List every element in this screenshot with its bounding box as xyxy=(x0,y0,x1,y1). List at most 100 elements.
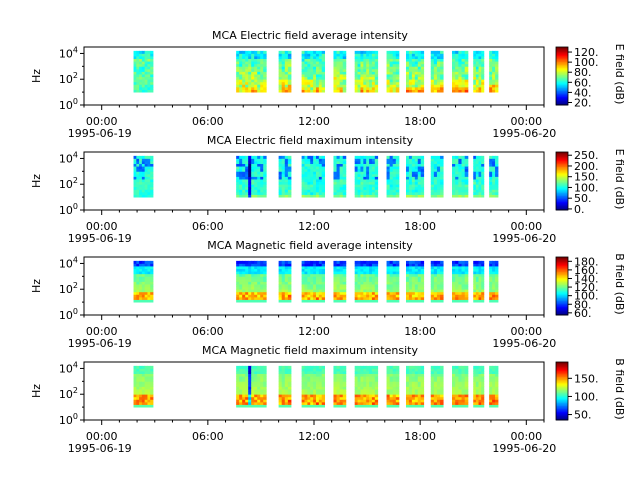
heatmap-cell xyxy=(301,61,305,65)
heatmap-cell xyxy=(254,404,258,408)
heatmap-cell xyxy=(245,56,249,59)
heatmap-cell xyxy=(357,155,361,159)
heatmap-cell xyxy=(374,378,379,382)
heatmap-cell xyxy=(263,383,267,387)
heatmap-cell xyxy=(406,171,410,175)
heatmap-cell xyxy=(139,371,143,374)
heatmap-cell xyxy=(248,284,252,288)
heatmap-cell xyxy=(392,173,397,177)
heatmap-cell xyxy=(455,263,459,267)
heatmap-cell xyxy=(360,386,364,390)
heatmap-cell xyxy=(257,184,261,188)
heatmap-cell xyxy=(248,176,252,180)
heatmap-cell xyxy=(248,299,252,303)
heatmap-cell xyxy=(455,383,459,387)
heatmap-cell xyxy=(304,189,308,193)
heatmap-cell xyxy=(363,89,367,93)
heatmap-cell xyxy=(371,394,376,398)
heatmap-cell xyxy=(374,68,379,72)
heatmap-cell xyxy=(420,184,425,188)
heatmap-cell xyxy=(147,371,151,374)
heatmap-cell xyxy=(236,276,240,280)
heatmap-cell xyxy=(336,76,341,80)
heatmap-cell xyxy=(236,365,240,369)
heatmap-cell xyxy=(440,371,444,374)
heatmap-cell xyxy=(461,296,466,300)
heatmap-cell xyxy=(386,371,391,374)
heatmap-cell xyxy=(321,271,326,275)
heatmap-cell xyxy=(144,50,148,54)
heatmap-cell xyxy=(473,368,477,372)
heatmap-cell xyxy=(236,286,240,290)
heatmap-cell xyxy=(392,386,397,390)
heatmap-cell xyxy=(260,263,264,267)
heatmap-cell xyxy=(333,68,337,72)
heatmap-cell xyxy=(475,66,479,70)
heatmap-cell xyxy=(464,368,469,372)
heatmap-cell xyxy=(408,194,413,198)
heatmap-cell xyxy=(366,378,370,382)
heatmap-cell xyxy=(260,281,264,285)
heatmap-cell xyxy=(318,396,323,400)
heatmap-cell xyxy=(242,394,246,398)
heatmap-cell xyxy=(257,289,261,293)
heatmap-cell xyxy=(260,401,264,405)
heatmap-cell xyxy=(133,86,137,90)
heatmap-cell xyxy=(489,181,493,185)
heatmap-cell xyxy=(245,401,249,405)
heatmap-cell xyxy=(369,84,373,88)
heatmap-cell xyxy=(408,399,413,403)
heatmap-cell xyxy=(374,50,379,54)
heatmap-cell xyxy=(278,284,283,288)
heatmap-cell xyxy=(458,58,462,62)
heatmap-cell xyxy=(141,66,146,70)
heatmap-cell xyxy=(260,394,264,398)
heatmap-cell xyxy=(260,396,264,400)
heatmap-cell xyxy=(371,381,376,385)
heatmap-cell xyxy=(313,181,317,185)
colorbar-step xyxy=(556,393,568,396)
heatmap-cell xyxy=(452,81,456,85)
heatmap-cell xyxy=(139,266,143,269)
heatmap-cell xyxy=(461,184,466,188)
heatmap-cell xyxy=(411,268,416,272)
data-segment xyxy=(333,155,347,198)
heatmap-cell xyxy=(251,186,255,190)
heatmap-cell xyxy=(310,74,314,78)
heatmap-cell xyxy=(395,68,400,72)
heatmap-cell xyxy=(257,396,261,400)
heatmap-cell xyxy=(315,284,320,288)
heatmap-cell xyxy=(287,260,292,264)
heatmap-cell xyxy=(301,263,305,267)
heatmap-cell xyxy=(301,161,305,164)
heatmap-cell xyxy=(420,378,425,382)
heatmap-cell xyxy=(473,399,477,403)
heatmap-cell xyxy=(321,396,326,400)
heatmap-cell xyxy=(321,404,326,408)
heatmap-cell xyxy=(495,365,499,369)
heatmap-cell xyxy=(281,404,286,408)
heatmap-cell xyxy=(254,161,258,164)
heatmap-cell xyxy=(281,79,286,83)
heatmap-cell xyxy=(248,373,252,377)
heatmap-cell xyxy=(339,389,344,393)
heatmap-cell xyxy=(263,155,267,159)
heatmap-cell xyxy=(333,284,337,288)
heatmap-cell xyxy=(357,161,361,164)
heatmap-cell xyxy=(475,371,479,374)
heatmap-cell xyxy=(313,161,317,164)
heatmap-cell xyxy=(136,191,140,195)
heatmap-cell xyxy=(473,286,477,290)
heatmap-cell xyxy=(481,399,485,403)
heatmap-cell xyxy=(420,74,425,78)
heatmap-cell xyxy=(374,266,379,269)
heatmap-cell xyxy=(133,76,137,80)
heatmap-cell xyxy=(455,161,459,164)
heatmap-cell xyxy=(357,86,361,90)
heatmap-cell xyxy=(133,181,137,185)
heatmap-cell xyxy=(245,286,249,290)
heatmap-cell xyxy=(236,171,240,175)
heatmap-cell xyxy=(336,404,341,408)
heatmap-cell xyxy=(492,376,496,380)
heatmap-cell xyxy=(239,168,243,172)
